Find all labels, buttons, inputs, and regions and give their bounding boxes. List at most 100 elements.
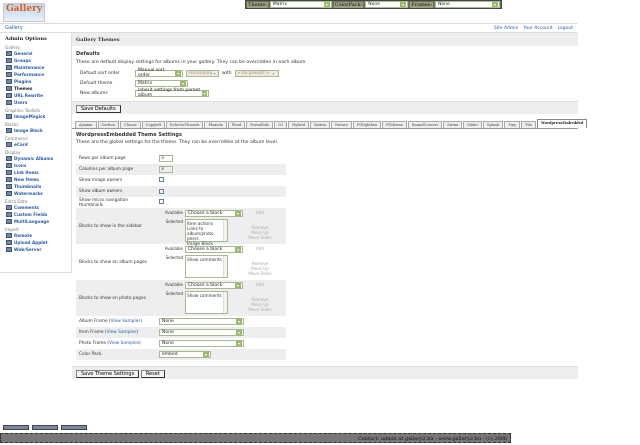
sidebar-item-users[interactable]: Users — [5, 99, 66, 106]
site-admin-link[interactable]: Site Admin — [493, 25, 519, 31]
available-blocks-select[interactable]: Choose a block ▾ — [185, 210, 243, 217]
selected-blocks-list[interactable]: Show comments — [185, 255, 228, 278]
view-samples-link[interactable]: View Samples — [106, 330, 137, 335]
sidebar-item-image-block[interactable]: Image Block — [5, 127, 66, 134]
move-up-button[interactable]: Move Up — [251, 266, 269, 271]
photo-frame-select[interactable]: None ▾ — [159, 340, 244, 347]
tab-copyleft[interactable]: Copyleft — [141, 121, 166, 128]
show-album-owners-checkbox[interactable]: ✓ — [159, 188, 164, 194]
move-down-button[interactable]: Move Down — [248, 235, 272, 240]
sidebar-item-remote[interactable]: Remote — [5, 232, 66, 239]
remove-block-button[interactable]: Remove — [251, 297, 269, 302]
selected-blocks-list[interactable]: Item actions Links to album/photo peers Im… — [185, 219, 228, 246]
tab-classic[interactable]: Classic — [119, 121, 141, 128]
album-frame-select[interactable]: None ▾ — [159, 318, 244, 325]
tab-hybrid[interactable]: Hybrid — [288, 121, 309, 128]
tab-nature[interactable]: Nature — [331, 121, 352, 128]
save-defaults-button[interactable]: Save Defaults — [76, 105, 121, 113]
validator-badge[interactable] — [3, 425, 29, 430]
reset-button[interactable]: Reset — [140, 370, 165, 378]
tab-fluid[interactable]: Fluid — [227, 121, 246, 128]
scrollbar[interactable] — [223, 256, 227, 277]
tab-floatrix[interactable]: Floatrix — [204, 121, 227, 128]
add-block-button[interactable]: Add — [256, 282, 264, 287]
tab-portaslide[interactable]: PortaSlide — [246, 121, 274, 128]
sidebar-item-icons[interactable]: Icons — [5, 162, 66, 169]
move-down-button[interactable]: Move Down — [248, 307, 272, 312]
tab-eclecticthreads[interactable]: EclecticThreads — [166, 121, 204, 128]
columns-input[interactable]: 3 — [159, 166, 173, 173]
scrollbar[interactable] — [223, 220, 227, 241]
tab-tiny[interactable]: Tiny — [504, 121, 521, 128]
sidebar-item-imagemagick[interactable]: ImageMagick — [5, 113, 66, 120]
gallery-logo[interactable]: Gallery — [3, 3, 45, 22]
new-albums-select[interactable]: Inherit settings from parent album ▾ — [135, 88, 209, 98]
sidebar-item-comments[interactable]: Comments — [5, 204, 66, 211]
tab-tile[interactable]: Tile — [521, 121, 536, 128]
add-block-button[interactable]: Add — [256, 210, 264, 215]
tab-siriux[interactable]: Siriux — [443, 121, 463, 128]
sidebar-item-general[interactable]: General — [5, 50, 66, 57]
sidebar-item-ecard[interactable]: eCard — [5, 141, 66, 148]
available-blocks-select[interactable]: Choose a block ▾ — [185, 282, 243, 289]
view-samples-link[interactable]: View Samples — [109, 341, 139, 346]
show-image-owners-checkbox[interactable] — [159, 177, 164, 182]
default-theme-select[interactable]: Matrix ▾ — [135, 79, 188, 87]
move-up-button[interactable]: Move Up — [251, 302, 269, 307]
selected-block-item[interactable]: Show comments — [187, 293, 222, 298]
selected-block-item[interactable]: Show comments — [187, 257, 222, 262]
sidebar-item-performance[interactable]: Performance — [5, 71, 66, 78]
selected-block-item[interactable]: Item actions — [187, 221, 213, 226]
tab-ajaxian[interactable]: Ajaxian — [75, 121, 97, 128]
your-account-link[interactable]: Your Account — [523, 25, 553, 31]
sidebar-item-plugins[interactable]: Plugins — [5, 78, 66, 85]
logout-link[interactable]: Logout — [557, 25, 573, 31]
gallery-badge[interactable] — [32, 425, 58, 430]
sidebar-item-upload-applet[interactable]: Upload Applet — [5, 239, 66, 246]
sidebar-item-link-items[interactable]: Link Items — [5, 169, 66, 176]
sidebar-item-watermarks[interactable]: Watermarks — [5, 190, 66, 197]
sidebar-item-thumbnails[interactable]: Thumbnails — [5, 183, 66, 190]
sidebar-item-url-rewrite[interactable]: URL Rewrite — [5, 92, 66, 99]
powered-by-badge[interactable] — [61, 425, 87, 430]
move-up-button[interactable]: Move Up — [251, 230, 269, 235]
view-samples-link[interactable]: View Samples — [110, 319, 141, 324]
sidebar-item-dynamic-albums[interactable]: Dynamic Albums — [5, 155, 66, 162]
show-micro-nav-checkbox[interactable] — [159, 199, 164, 204]
colorpack-select[interactable]: None ▾ — [365, 1, 409, 8]
selected-blocks-list[interactable]: Show comments — [185, 291, 228, 314]
module-icon — [6, 142, 12, 147]
theme-select[interactable]: Matrix ▾ — [269, 1, 332, 8]
tab-carbon[interactable]: Carbon — [97, 121, 119, 128]
tab-roundcorners[interactable]: RoundCorners — [407, 121, 443, 128]
tab-splash[interactable]: Splash — [483, 121, 504, 128]
save-theme-settings-button[interactable]: Save Theme Settings — [76, 370, 140, 378]
sidebar-item-maintenance[interactable]: Maintenance — [5, 64, 66, 71]
item-frame-select[interactable]: None ▾ — [159, 329, 244, 336]
tab-pglightbox[interactable]: PGlightbox — [353, 121, 382, 128]
sidebar-item-themes[interactable]: Themes — [5, 85, 66, 92]
tab-wordpressembedded[interactable]: WordpressEmbedded — [536, 119, 588, 128]
tab-slider[interactable]: Slider — [463, 121, 483, 128]
tab-g1[interactable]: G1 — [274, 121, 288, 128]
remove-block-button[interactable]: Remove — [251, 261, 269, 266]
tab-pgtheme[interactable]: PGtheme — [382, 121, 407, 128]
breadcrumb-gallery[interactable]: Gallery — [5, 25, 23, 31]
selected-block-item[interactable]: Image Block — [187, 241, 213, 246]
remove-block-button[interactable]: Remove — [251, 225, 269, 230]
scrollbar[interactable] — [223, 292, 227, 313]
sidebar-item-new-items[interactable]: New Items — [5, 176, 66, 183]
add-block-button[interactable]: Add — [256, 246, 264, 251]
sidebar-item-web-server[interactable]: Web/Server — [5, 246, 66, 253]
sort-order-select[interactable]: Manual sort order ▾ — [135, 68, 183, 78]
frames-select[interactable]: None ▾ — [435, 1, 500, 8]
sidebar-item-multilanguage[interactable]: MultiLanguage — [5, 218, 66, 225]
sidebar-item-groups[interactable]: Groups — [5, 57, 66, 64]
tab-matrix[interactable]: Matrix — [309, 121, 331, 128]
rows-input[interactable]: 3 — [159, 155, 173, 162]
selected-block-item[interactable]: Links to album/photo peers — [187, 226, 214, 241]
sidebar-item-custom-fields[interactable]: Custom Fields — [5, 211, 66, 218]
available-blocks-select[interactable]: Choose a block ▾ — [185, 246, 243, 253]
move-down-button[interactable]: Move Down — [248, 271, 272, 276]
color-pack-select[interactable]: embed ▾ — [159, 351, 211, 358]
